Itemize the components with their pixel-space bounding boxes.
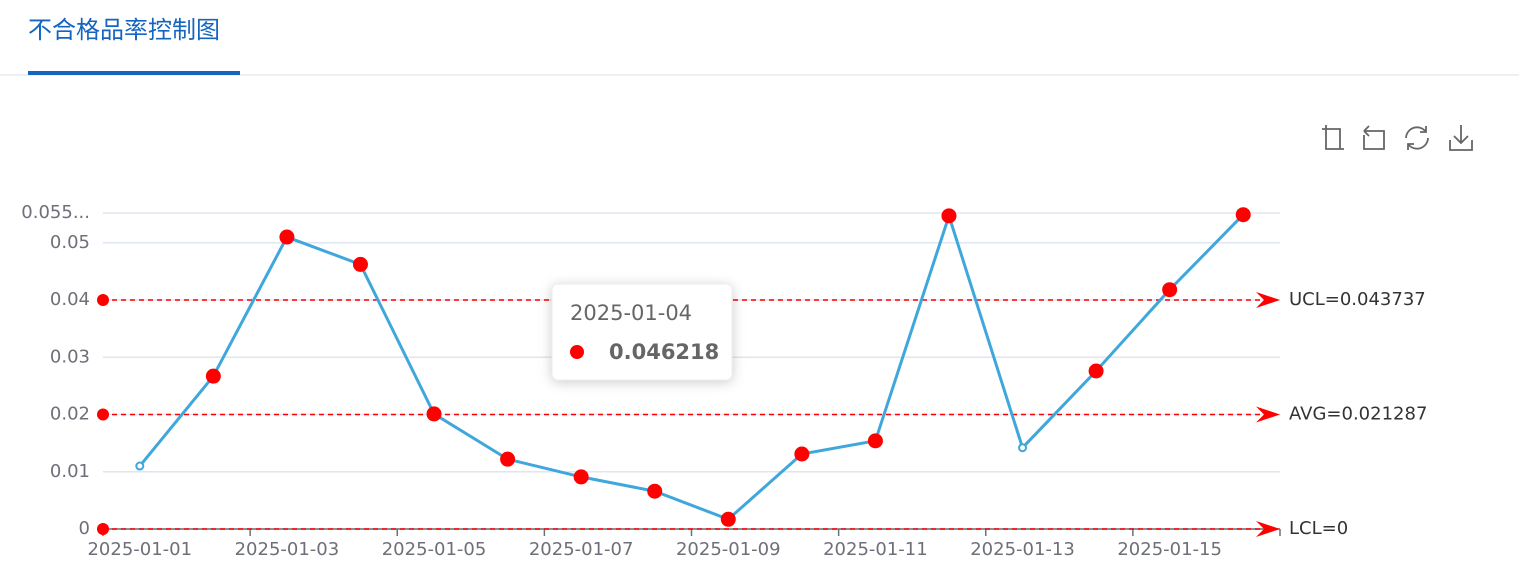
data-point xyxy=(1235,207,1251,223)
y-tick-label: 0 xyxy=(79,518,90,539)
data-point xyxy=(867,433,883,449)
zoom-icon[interactable] xyxy=(1322,125,1344,150)
x-tick-label: 2025-01-13 xyxy=(970,539,1075,560)
data-point xyxy=(1162,282,1178,298)
data-point xyxy=(573,469,589,485)
tooltip-title: 2025-01-04 xyxy=(570,301,692,325)
tooltip: 2025-01-04 0.046218 xyxy=(551,283,733,381)
data-point xyxy=(500,451,516,467)
data-point xyxy=(205,368,221,384)
control-line-arrow xyxy=(1256,406,1280,423)
y-tick-label: 0.01 xyxy=(50,461,90,482)
data-point xyxy=(647,483,663,499)
x-tick-label: 2025-01-01 xyxy=(87,539,192,560)
data-point xyxy=(1018,443,1028,453)
y-tick-label: 0.03 xyxy=(50,346,90,367)
tab-underline xyxy=(28,71,240,75)
y-tick-label: 0.05 xyxy=(50,232,90,253)
data-point xyxy=(941,208,957,224)
tab-title[interactable]: 不合格品率控制图 xyxy=(28,16,220,44)
data-point xyxy=(720,511,736,527)
data-point xyxy=(1088,363,1104,379)
download-icon[interactable] xyxy=(1449,125,1473,151)
x-tick-label: 2025-01-15 xyxy=(1117,539,1222,560)
y-tick-label: 0.055... xyxy=(21,202,90,223)
zoom-reset-icon[interactable] xyxy=(1363,125,1385,150)
control-line-start xyxy=(97,408,109,421)
control-line-start xyxy=(97,523,109,535)
data-point xyxy=(135,461,145,471)
restore-icon[interactable] xyxy=(1405,126,1429,150)
control-line-arrow xyxy=(1256,292,1280,309)
series-line xyxy=(138,210,1245,521)
control-line-start xyxy=(97,294,109,307)
control-line-label: UCL=0.043737 xyxy=(1289,289,1426,310)
data-point xyxy=(794,446,810,462)
x-tick-label: 2025-01-09 xyxy=(676,539,781,560)
tooltip-value: 0.046218 xyxy=(609,340,719,364)
y-tick-label: 0.02 xyxy=(50,404,90,425)
toolbox xyxy=(1322,125,1473,151)
plot: 0 0.01 0.02 0.03 0.04 0.05 0.055... 2025-01-01 2… xyxy=(21,202,1427,560)
y-tick-label: 0.04 xyxy=(50,289,90,310)
tooltip-marker xyxy=(570,345,584,359)
control-line-label: LCL=0 xyxy=(1289,518,1348,539)
x-tick-label: 2025-01-07 xyxy=(529,539,634,560)
data-point xyxy=(426,406,442,422)
tooltip-box xyxy=(551,283,733,381)
x-tick-label: 2025-01-11 xyxy=(823,539,928,560)
control-line-label: AVG=0.021287 xyxy=(1289,404,1427,425)
control-line-arrow xyxy=(1256,521,1280,537)
data-point xyxy=(279,229,295,245)
x-tick-label: 2025-01-03 xyxy=(235,539,340,560)
data-point xyxy=(352,256,368,272)
x-tick-label: 2025-01-05 xyxy=(382,539,487,560)
